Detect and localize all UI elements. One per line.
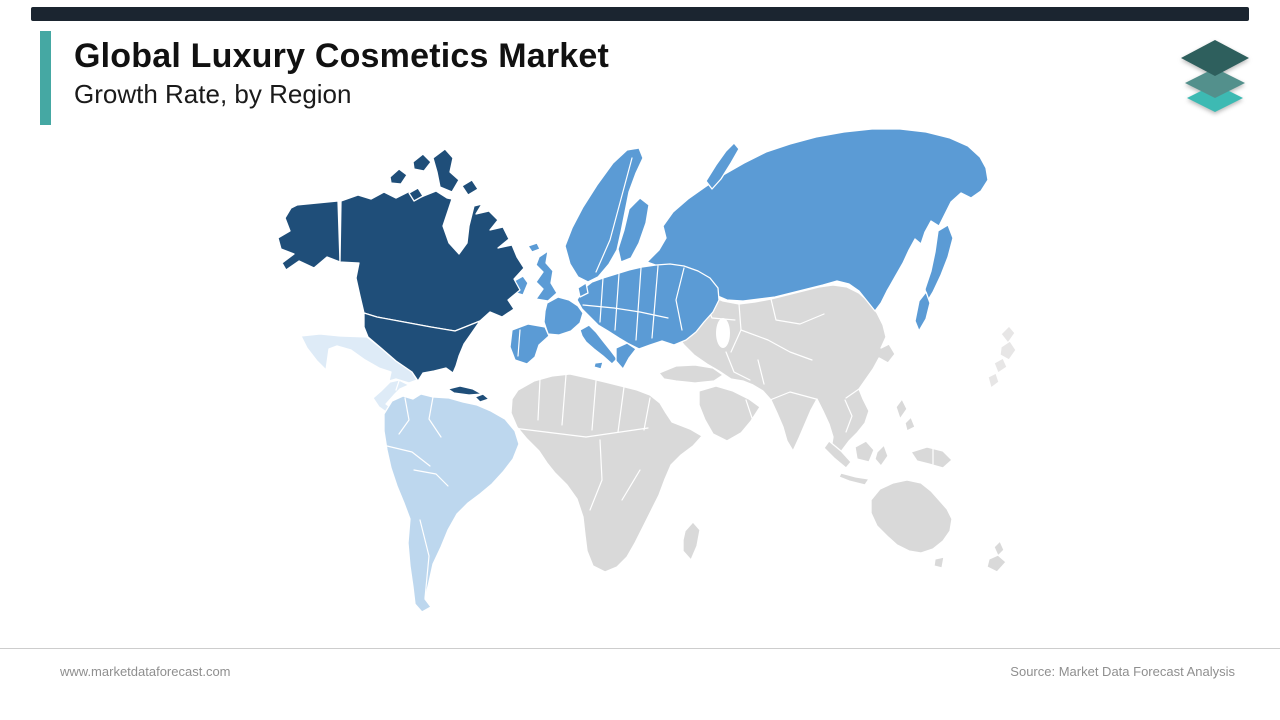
market-data-forecast-logo: [1175, 22, 1255, 112]
map-iberia: [509, 323, 550, 365]
logo-layer-middle: [1185, 68, 1245, 98]
region-rest-of-world: [510, 270, 1017, 573]
map-denmark: [577, 282, 589, 298]
logo-layer-top: [1181, 40, 1249, 76]
map-caspian-sea: [716, 318, 730, 348]
map-japan-north: [1000, 325, 1016, 344]
map-arctic-island-2: [412, 153, 432, 172]
page-title: Global Luxury Cosmetics Market: [74, 37, 610, 75]
map-arctic-island-3: [461, 179, 479, 196]
map-italy: [579, 324, 618, 365]
map-south-america: [383, 393, 520, 613]
map-tasmania: [933, 556, 945, 569]
header: Global Luxury Cosmetics Market Growth Ra…: [74, 36, 609, 110]
map-europe-mainland: [576, 263, 720, 350]
map-new-zealand-north: [993, 540, 1005, 557]
map-sicily: [593, 361, 604, 370]
map-finland: [617, 197, 650, 263]
map-greece: [615, 342, 637, 370]
map-australia: [870, 479, 953, 554]
map-japan-honshu: [999, 340, 1017, 361]
map-java: [838, 472, 870, 486]
map-russia: [646, 128, 989, 312]
map-kamchatka: [924, 224, 954, 303]
map-sumatra: [823, 440, 852, 469]
map-japan-kyushu: [987, 372, 1000, 389]
title-accent-bar: [40, 31, 51, 125]
map-cuba: [447, 385, 483, 396]
map-africa: [510, 373, 703, 573]
region-latin-america: [300, 333, 520, 613]
map-baffin-island: [432, 148, 460, 193]
map-sulawesi: [874, 444, 889, 467]
map-united-kingdom: [535, 250, 558, 302]
region-north-america: [277, 148, 525, 403]
map-novaya-zemlya: [705, 142, 740, 190]
map-hispaniola: [474, 393, 490, 403]
map-turkey: [658, 364, 724, 384]
map-usa: [363, 312, 481, 382]
map-sakhalin: [914, 291, 931, 332]
map-arabia: [698, 385, 761, 442]
footer-source: Source: Market Data Forecast Analysis: [1010, 664, 1235, 679]
map-scandinavia: [564, 147, 644, 283]
map-alaska: [277, 200, 341, 271]
layers-logo-icon: [1181, 40, 1249, 112]
footer-website: www.marketdataforecast.com: [60, 664, 231, 679]
map-iceland: [527, 242, 541, 253]
map-arctic-island-1: [389, 168, 408, 185]
map-japan-shikoku: [993, 357, 1008, 374]
region-europe: [509, 128, 989, 370]
map-arctic-island-4: [408, 187, 424, 202]
footer-divider: [0, 648, 1280, 649]
map-france: [543, 296, 584, 336]
map-madagascar: [682, 521, 701, 561]
map-new-guinea: [910, 446, 953, 469]
page-subtitle: Growth Rate, by Region: [74, 79, 352, 110]
map-philippines: [895, 398, 908, 420]
map-canada: [339, 190, 525, 332]
map-philippines-south: [904, 416, 916, 432]
map-borneo: [854, 440, 875, 463]
top-border-bar: [31, 7, 1249, 21]
map-new-zealand-south: [986, 554, 1007, 573]
